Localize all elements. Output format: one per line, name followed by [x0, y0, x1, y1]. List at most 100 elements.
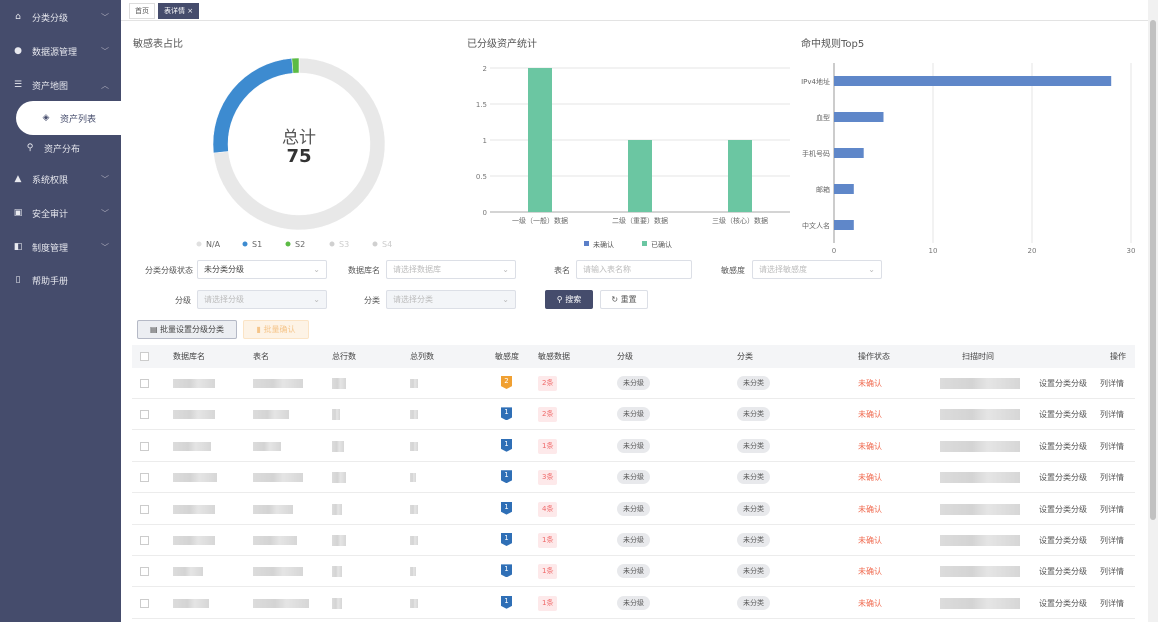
batch-set-button[interactable]: ▤ 批量设置分级分类: [137, 320, 237, 339]
status-select[interactable]: 未分类分级 ⌄: [197, 260, 327, 279]
column-detail-link[interactable]: 列详情: [1100, 379, 1124, 388]
y-tick-label: IPv4地址: [801, 77, 830, 86]
legend-label-S2[interactable]: S2: [295, 240, 305, 249]
legend-marker-S4: [372, 241, 378, 247]
row-checkbox[interactable]: [140, 473, 149, 483]
sidebar-item-1[interactable]: ● 数据源管理 ﹀: [0, 34, 121, 68]
sensitive-count[interactable]: 3条: [538, 470, 558, 486]
tab-home[interactable]: 首页: [129, 3, 155, 19]
hbar-1[interactable]: [834, 112, 884, 122]
y-tick-label: 血型: [816, 113, 830, 122]
scrollbar[interactable]: [1148, 0, 1158, 622]
sensitive-count[interactable]: 1条: [538, 564, 558, 580]
select-all-checkbox[interactable]: [140, 352, 149, 361]
redacted-table-name: [253, 410, 289, 420]
legend-label-S4[interactable]: S4: [382, 240, 392, 249]
sensitive-count[interactable]: 2条: [538, 407, 558, 423]
sidebar-item-4[interactable]: ⚲ 资产分布: [0, 131, 121, 165]
batch-confirm-button[interactable]: ▮ 批量确认: [243, 320, 309, 339]
row-checkbox[interactable]: [140, 410, 149, 420]
column-detail-link[interactable]: 列详情: [1100, 567, 1124, 577]
redacted-db-name: [173, 598, 209, 608]
table-name-input[interactable]: 请输入表名称: [576, 260, 692, 279]
cat-select[interactable]: 请选择分类 ⌄: [386, 290, 516, 309]
close-icon[interactable]: ×: [187, 7, 194, 15]
column-detail-link[interactable]: 列详情: [1100, 504, 1124, 514]
set-classification-link[interactable]: 设置分类分级: [1039, 598, 1087, 608]
sidebar-item-label: 分类分级: [32, 13, 69, 24]
sidebar-item-8[interactable]: ▯ 帮助手册: [0, 263, 121, 297]
hbar-4[interactable]: [834, 220, 854, 230]
legend-label-S3[interactable]: S3: [339, 240, 349, 249]
search-button[interactable]: ⚲ 搜索: [545, 290, 593, 309]
sensitive-count[interactable]: 4条: [538, 501, 558, 517]
sensitivity-badge: 1: [501, 564, 512, 578]
x-tick-label: 30: [1127, 247, 1136, 255]
legend-label-S1[interactable]: S1: [252, 240, 262, 249]
status-text: 未确认: [858, 410, 882, 420]
batch-set-label: 批量设置分级分类: [160, 325, 225, 334]
sens-select[interactable]: 请选择敏感度 ⌄: [752, 260, 882, 279]
redacted-scan-time: [940, 409, 1020, 421]
redacted-scan-time: [940, 566, 1020, 578]
scrollbar-thumb[interactable]: [1150, 20, 1156, 520]
column-detail-link[interactable]: 列详情: [1100, 536, 1124, 545]
table-row: 1 4条 未分级 未分类 未确认 设置分类分级 列详情: [132, 494, 1135, 525]
column-detail-link[interactable]: 列详情: [1100, 410, 1124, 420]
redacted-row-count: [332, 566, 342, 578]
bar-已确认-1[interactable]: [628, 140, 652, 212]
hbar-3[interactable]: [834, 184, 854, 194]
sidebar-item-7[interactable]: ◧ 制度管理 ﹀: [0, 230, 121, 264]
sensitive-count[interactable]: 2条: [538, 376, 558, 391]
sidebar-item-2[interactable]: ☰ 资产地图 ︿: [0, 68, 121, 102]
donut-slice-N/A[interactable]: [213, 57, 386, 231]
sidebar-item-6[interactable]: ▣ 安全审计 ﹀: [0, 196, 121, 230]
chevron-down-icon: ﹀: [101, 12, 109, 22]
table-header: 数据库名 表名 总行数 总列数 敏感度 敏感数据 分级 分类 操作状态 扫描时间 操作: [132, 345, 1135, 368]
sensitive-count[interactable]: 1条: [538, 533, 558, 548]
donut-slice-S2[interactable]: [291, 57, 300, 74]
sensitive-count[interactable]: 1条: [538, 595, 558, 611]
sidebar-item-3[interactable]: ◈ 资产列表: [16, 101, 121, 135]
legend-label-N/A[interactable]: N/A: [206, 240, 221, 249]
sidebar-item-label: 安全审计: [32, 209, 69, 220]
reset-button[interactable]: ↻ 重置: [600, 290, 648, 309]
x-tick-label: 0: [832, 247, 836, 255]
legend-label[interactable]: 已确认: [651, 240, 672, 249]
row-checkbox[interactable]: [140, 379, 149, 388]
status-text: 未确认: [858, 441, 882, 451]
legend-label[interactable]: 未确认: [593, 240, 614, 249]
table-row: 2 2条 未分级 未分类 未确认 设置分类分级 列详情: [132, 368, 1135, 399]
redacted-db-name: [173, 410, 215, 420]
set-classification-link[interactable]: 设置分类分级: [1039, 567, 1087, 577]
column-detail-link[interactable]: 列详情: [1100, 473, 1124, 483]
bar-已确认-0[interactable]: [528, 68, 552, 212]
redacted-col-count: [410, 567, 416, 577]
row-checkbox[interactable]: [140, 504, 149, 514]
row-checkbox[interactable]: [140, 598, 149, 608]
row-checkbox[interactable]: [140, 536, 149, 545]
hbar-2[interactable]: [834, 148, 864, 158]
sidebar-item-5[interactable]: ▲ 系统权限 ﹀: [0, 162, 121, 196]
set-classification-link[interactable]: 设置分类分级: [1039, 504, 1087, 514]
sensitive-count[interactable]: 1条: [538, 438, 558, 454]
bar-已确认-2[interactable]: [728, 140, 752, 212]
level-select[interactable]: 请选择分级 ⌄: [197, 290, 327, 309]
redacted-table-name: [253, 504, 293, 514]
set-classification-link[interactable]: 设置分类分级: [1039, 536, 1087, 545]
column-detail-link[interactable]: 列详情: [1100, 598, 1124, 608]
set-classification-link[interactable]: 设置分类分级: [1039, 473, 1087, 483]
column-detail-link[interactable]: 列详情: [1100, 441, 1124, 451]
hbar-0[interactable]: [834, 76, 1112, 86]
set-classification-link[interactable]: 设置分类分级: [1039, 410, 1087, 420]
x-tick-label: 二级（重要）数据: [612, 216, 668, 225]
sidebar-item-0[interactable]: ⌂ 分类分级 ﹀: [0, 0, 121, 34]
row-checkbox[interactable]: [140, 441, 149, 451]
set-classification-link[interactable]: 设置分类分级: [1039, 379, 1087, 388]
tab-table-detail[interactable]: 表详情 ×: [158, 3, 200, 19]
row-checkbox[interactable]: [140, 567, 149, 577]
sidebar-item-label: 资产列表: [60, 114, 97, 125]
set-classification-link[interactable]: 设置分类分级: [1039, 441, 1087, 451]
db-select[interactable]: 请选择数据库 ⌄: [386, 260, 516, 279]
